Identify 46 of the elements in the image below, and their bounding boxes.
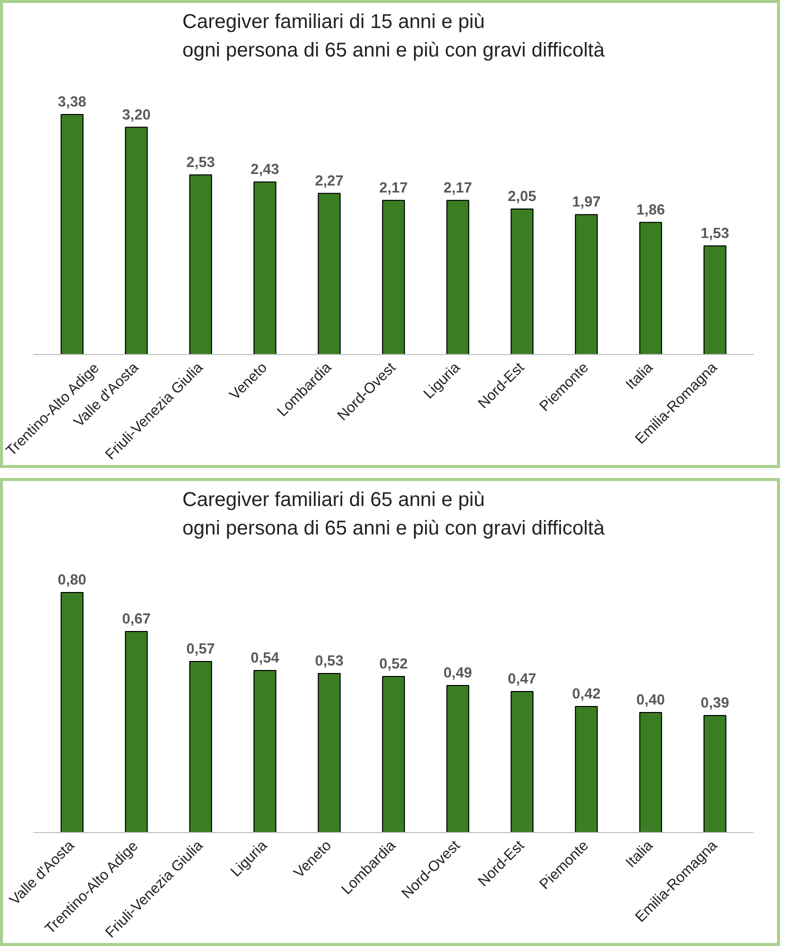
- bar: [574, 706, 598, 832]
- data-label: 0,67: [122, 612, 151, 628]
- data-label: 0,53: [314, 654, 344, 670]
- bar: [124, 126, 148, 354]
- bar: [189, 174, 212, 354]
- data-label: 1,86: [636, 202, 665, 218]
- bar: [254, 181, 276, 354]
- bar: [446, 685, 470, 832]
- bar: [639, 222, 662, 354]
- data-label: 2,05: [508, 188, 536, 205]
- data-label: 2,17: [379, 180, 408, 196]
- bar: [574, 214, 598, 354]
- data-label: 1,97: [572, 194, 601, 211]
- data-label: 3,20: [122, 107, 151, 124]
- chart-title: Caregiver familiari di 15 anni e più ogni persona di 65 anni e più con gravi difficoltà: [182, 10, 606, 62]
- data-label: 3,38: [58, 94, 86, 110]
- bar: [510, 208, 534, 354]
- chart-title: Caregiver familiari di 65 anni e più ogni persona di 65 anni e più con gravi difficoltà: [182, 488, 606, 540]
- bar: [124, 631, 148, 832]
- bar: [318, 673, 341, 832]
- data-label: 2,17: [444, 180, 472, 196]
- bar: [254, 670, 276, 832]
- data-label: 0,52: [379, 656, 408, 672]
- bar: [510, 691, 534, 832]
- data-label: 1,53: [700, 226, 730, 242]
- bar: [382, 676, 405, 832]
- bar: [704, 715, 726, 832]
- bar: [60, 592, 84, 832]
- data-label: 0,49: [444, 666, 472, 682]
- bar: [446, 200, 470, 354]
- data-label: 0,54: [250, 650, 280, 666]
- bar: [189, 661, 212, 832]
- bar: [382, 200, 405, 354]
- data-label: 0,42: [572, 686, 601, 702]
- data-label: 0,57: [186, 642, 215, 658]
- data-label: 2,43: [250, 162, 280, 178]
- data-label: 0,80: [58, 572, 86, 588]
- bar: [639, 712, 662, 832]
- bar: [318, 192, 341, 354]
- bar: [704, 245, 726, 354]
- data-label: 2,27: [314, 173, 344, 190]
- data-label: 0,39: [700, 696, 730, 712]
- data-label: 0,47: [508, 672, 536, 688]
- data-label: 0,40: [636, 692, 665, 708]
- bar: [60, 114, 84, 354]
- data-label: 2,53: [186, 154, 215, 171]
